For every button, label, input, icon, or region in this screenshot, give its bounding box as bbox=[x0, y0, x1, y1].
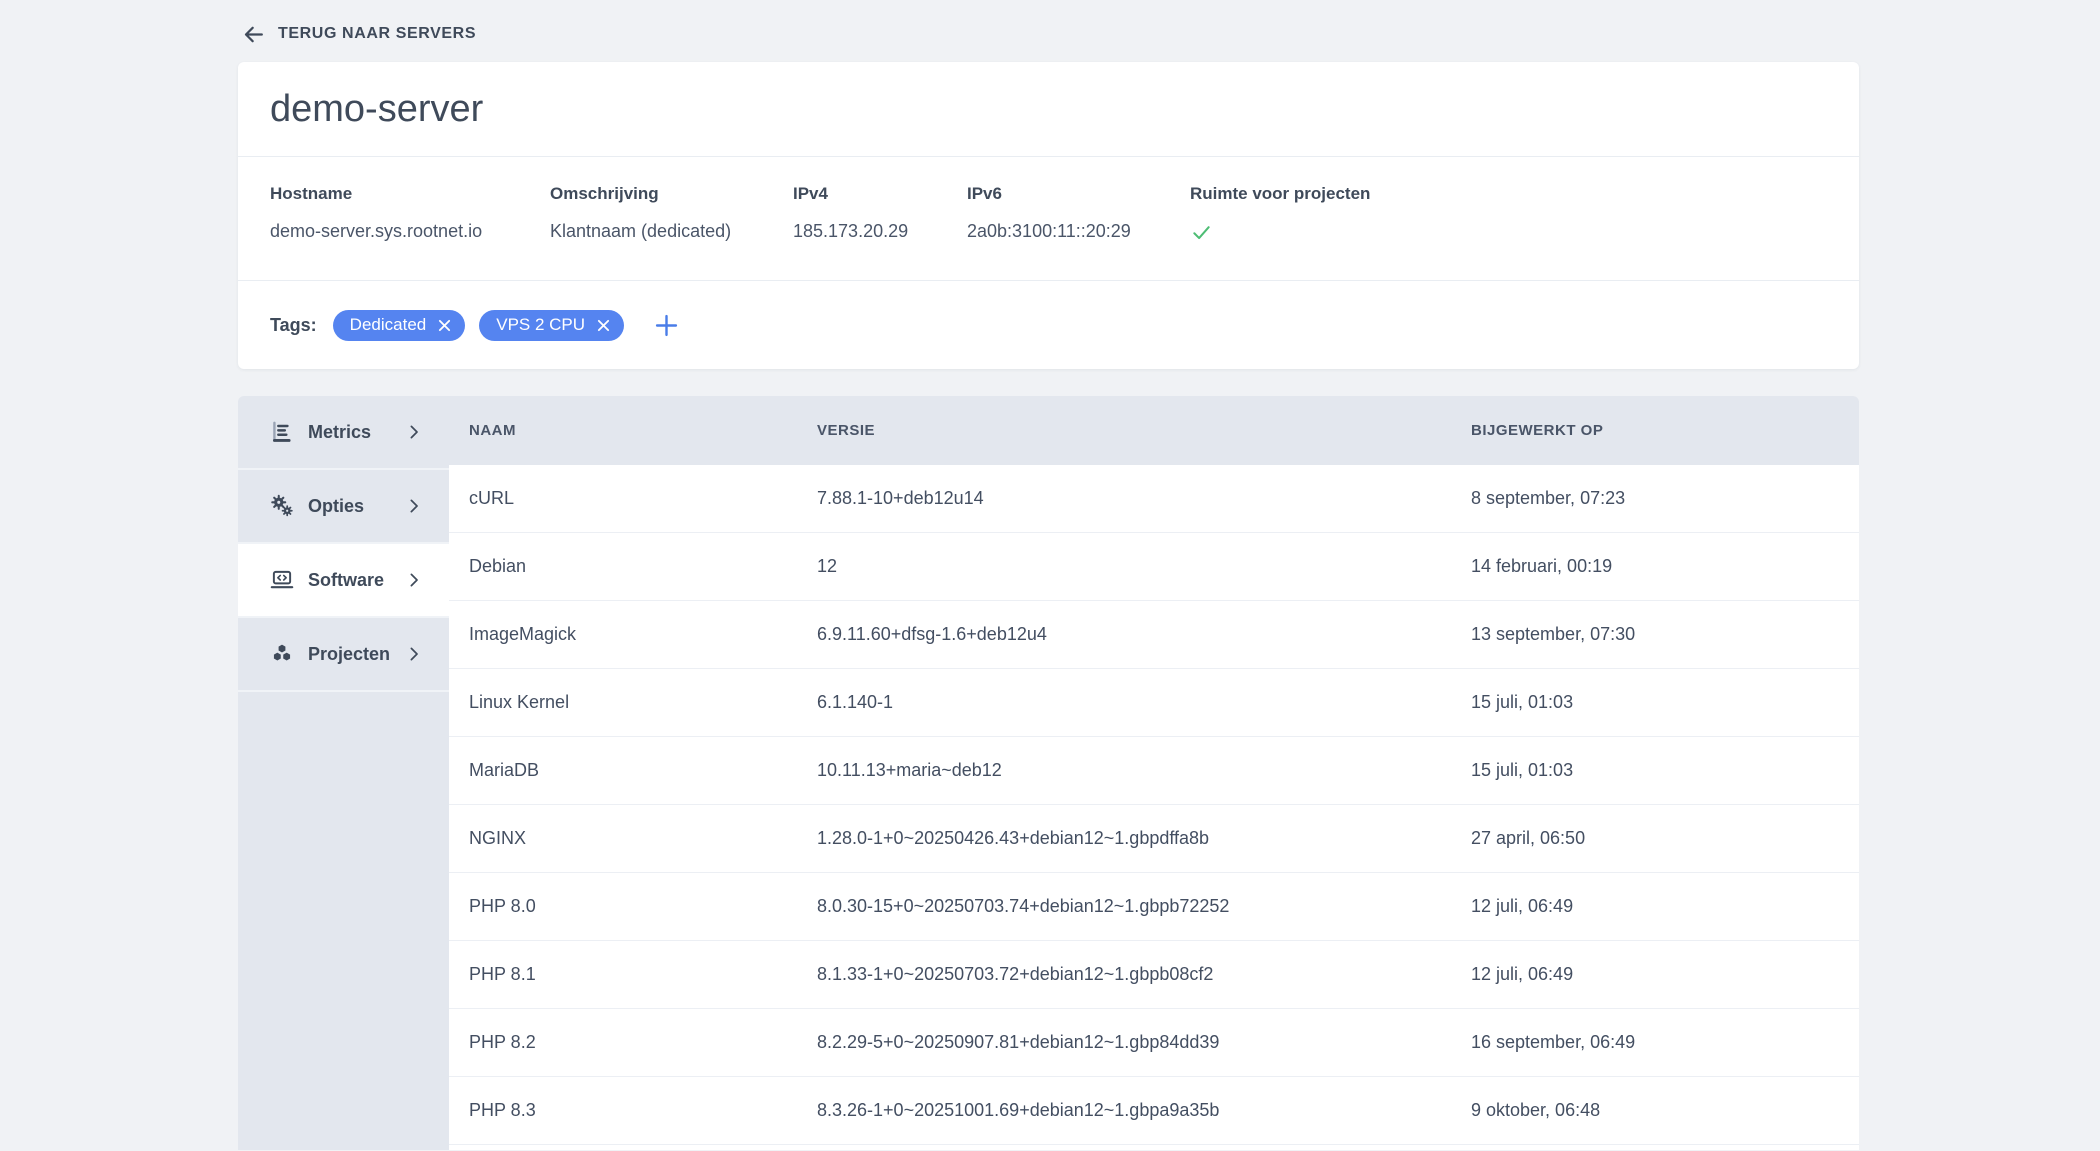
cell-naam: PHP 8.3 bbox=[469, 1100, 536, 1120]
chevron-right-icon bbox=[405, 497, 423, 515]
add-tag-button[interactable] bbox=[652, 311, 681, 340]
chevron-right-icon bbox=[405, 645, 423, 663]
sidebar-item-label: Metrics bbox=[308, 421, 372, 442]
table-row: MariaDB 10.11.13+maria~deb12 15 juli, 01:0… bbox=[449, 737, 1859, 805]
table-row: PHP 8.1 8.1.33-1+0~20250703.72+debian12~1… bbox=[449, 941, 1859, 1009]
chevron-right-icon bbox=[405, 423, 423, 441]
table-row: PHP 8.0 8.0.30-15+0~20250703.74+debian12~… bbox=[449, 873, 1859, 941]
cell-versie: 6.1.140-1 bbox=[817, 692, 894, 712]
cell-naam: cURL bbox=[469, 488, 515, 508]
cell-bijgewerkt: 8 september, 07:23 bbox=[1471, 488, 1626, 508]
table-row: ImageMagick 6.9.11.60+dfsg-1.6+deb12u4 13 … bbox=[449, 601, 1859, 669]
tags-row: Tags: Dedicated VPS 2 CPU bbox=[238, 281, 1859, 369]
tag-name: Dedicated bbox=[349, 315, 427, 334]
cell-naam: PHP 8.0 bbox=[469, 896, 536, 916]
metrics-chart-icon bbox=[268, 419, 295, 445]
cell-versie: 8.0.30-15+0~20250703.74+debian12~1.gbpb7… bbox=[817, 896, 1230, 916]
cell-versie: 8.2.29-5+0~20250907.81+debian12~1.gbp84d… bbox=[817, 1032, 1220, 1052]
column-header-versie: VERSIE bbox=[817, 422, 876, 439]
cell-bijgewerkt: 27 april, 06:50 bbox=[1471, 828, 1586, 848]
table-row: cURL 7.88.1-10+deb12u14 8 september, 07:23 bbox=[449, 465, 1859, 533]
server-card: demo-server Hostname demo-server.sys.roo… bbox=[238, 62, 1859, 369]
info-field-hostname: Hostname demo-server.sys.rootnet.io bbox=[270, 184, 550, 280]
cell-bijgewerkt: 15 juli, 01:03 bbox=[1471, 760, 1574, 780]
tag-pill: VPS 2 CPU bbox=[479, 309, 625, 341]
tags-label: Tags: bbox=[270, 314, 317, 335]
close-icon[interactable] bbox=[438, 319, 451, 332]
info-field-project-space: Ruimte voor projecten bbox=[1190, 184, 1827, 280]
sidebar-item-opties[interactable]: Opties bbox=[238, 470, 449, 544]
software-table: NAAM VERSIE BIJGEWERKT OP cURL 7.88.1-10+… bbox=[449, 396, 1859, 1150]
cell-naam: PHP 8.1 bbox=[469, 964, 536, 984]
table-header: NAAM VERSIE BIJGEWERKT OP bbox=[449, 396, 1859, 465]
close-icon[interactable] bbox=[597, 319, 610, 332]
info-field-omschrijving: Omschrijving Klantnaam (dedicated) bbox=[550, 184, 793, 280]
sidebar-item-label: Software bbox=[308, 569, 385, 590]
cell-versie: 8.3.26-1+0~20251001.69+debian12~1.gbpa9a… bbox=[817, 1100, 1220, 1120]
divider bbox=[238, 156, 1859, 157]
plus-icon bbox=[652, 311, 681, 340]
page-title: demo-server bbox=[270, 87, 484, 130]
chevron-right-icon bbox=[405, 571, 423, 589]
sidebar-item-label: Opties bbox=[308, 495, 365, 516]
cell-bijgewerkt: 12 juli, 06:49 bbox=[1471, 964, 1574, 984]
info-value: Klantnaam (dedicated) bbox=[550, 221, 732, 241]
table-row: PHP 8.2 8.2.29-5+0~20250907.81+debian12~1… bbox=[449, 1009, 1859, 1077]
info-field-ipv4: IPv4 185.173.20.29 bbox=[793, 184, 967, 280]
info-label: Omschrijving bbox=[550, 184, 659, 203]
info-label: Ruimte voor projecten bbox=[1190, 184, 1371, 203]
info-field-ipv6: IPv6 2a0b:3100:11::20:29 bbox=[967, 184, 1190, 280]
cell-versie: 10.11.13+maria~deb12 bbox=[817, 760, 1002, 780]
tag-pill: Dedicated bbox=[332, 309, 466, 341]
cubes-icon bbox=[268, 641, 295, 667]
sidebar-item-label: Projecten bbox=[308, 643, 391, 664]
cell-bijgewerkt: 15 juli, 01:03 bbox=[1471, 692, 1574, 712]
back-arrow-icon bbox=[241, 22, 266, 47]
divider bbox=[238, 280, 1859, 281]
info-value: demo-server.sys.rootnet.io bbox=[270, 221, 483, 241]
server-info-row: Hostname demo-server.sys.rootnet.io Omsc… bbox=[238, 157, 1859, 280]
cell-naam: NGINX bbox=[469, 828, 527, 848]
cell-naam: MariaDB bbox=[469, 760, 540, 780]
cell-bijgewerkt: 14 februari, 00:19 bbox=[1471, 556, 1613, 576]
table-row: Debian 12 14 februari, 00:19 bbox=[449, 533, 1859, 601]
gears-icon bbox=[268, 493, 295, 519]
table-row: Linux Kernel 6.1.140-1 15 juli, 01:03 bbox=[449, 669, 1859, 737]
cell-naam: PHP 8.2 bbox=[469, 1032, 536, 1052]
cell-bijgewerkt: 16 september, 06:49 bbox=[1471, 1032, 1636, 1052]
software-table-body: cURL 7.88.1-10+deb12u14 8 september, 07:23… bbox=[449, 465, 1859, 1145]
cell-naam: Debian bbox=[469, 556, 527, 576]
cell-versie: 6.9.11.60+dfsg-1.6+deb12u4 bbox=[817, 624, 1047, 644]
cell-bijgewerkt: 13 september, 07:30 bbox=[1471, 624, 1636, 644]
sidebar-item-software[interactable]: Software bbox=[238, 544, 449, 618]
tag-name: VPS 2 CPU bbox=[496, 315, 586, 334]
table-row: PHP 8.3 8.3.26-1+0~20251001.69+debian12~1… bbox=[449, 1077, 1859, 1145]
sidebar-item-metrics[interactable]: Metrics bbox=[238, 396, 449, 470]
cell-naam: Linux Kernel bbox=[469, 692, 570, 712]
cell-versie: 8.1.33-1+0~20250703.72+debian12~1.gbpb08… bbox=[817, 964, 1214, 984]
back-link-label: TERUG NAAR SERVERS bbox=[278, 25, 477, 42]
info-value: 185.173.20.29 bbox=[793, 221, 909, 241]
cell-versie: 7.88.1-10+deb12u14 bbox=[817, 488, 984, 508]
sidebar-item-projecten[interactable]: Projecten bbox=[238, 618, 449, 692]
table-row: NGINX 1.28.0-1+0~20250426.43+debian12~1.g… bbox=[449, 805, 1859, 873]
cell-bijgewerkt: 12 juli, 06:49 bbox=[1471, 896, 1574, 916]
check-icon bbox=[1190, 221, 1827, 244]
back-to-servers-link[interactable]: TERUG NAAR SERVERS bbox=[0, 0, 2100, 48]
cell-bijgewerkt: 9 oktober, 06:48 bbox=[1471, 1100, 1601, 1120]
info-label: IPv4 bbox=[793, 184, 828, 203]
info-label: Hostname bbox=[270, 184, 353, 203]
cell-naam: ImageMagick bbox=[469, 624, 577, 644]
column-header-naam: NAAM bbox=[469, 422, 516, 439]
info-value: 2a0b:3100:11::20:29 bbox=[967, 221, 1131, 241]
info-label: IPv6 bbox=[967, 184, 1002, 203]
sidebar: Metrics Opties bbox=[238, 396, 449, 1150]
cell-versie: 12 bbox=[817, 556, 838, 576]
laptop-code-icon bbox=[268, 567, 295, 593]
column-header-bijgewerkt-op: BIJGEWERKT OP bbox=[1471, 422, 1604, 439]
main-panel: Metrics Opties bbox=[238, 396, 1859, 1150]
cell-versie: 1.28.0-1+0~20250426.43+debian12~1.gbpdff… bbox=[817, 828, 1210, 848]
